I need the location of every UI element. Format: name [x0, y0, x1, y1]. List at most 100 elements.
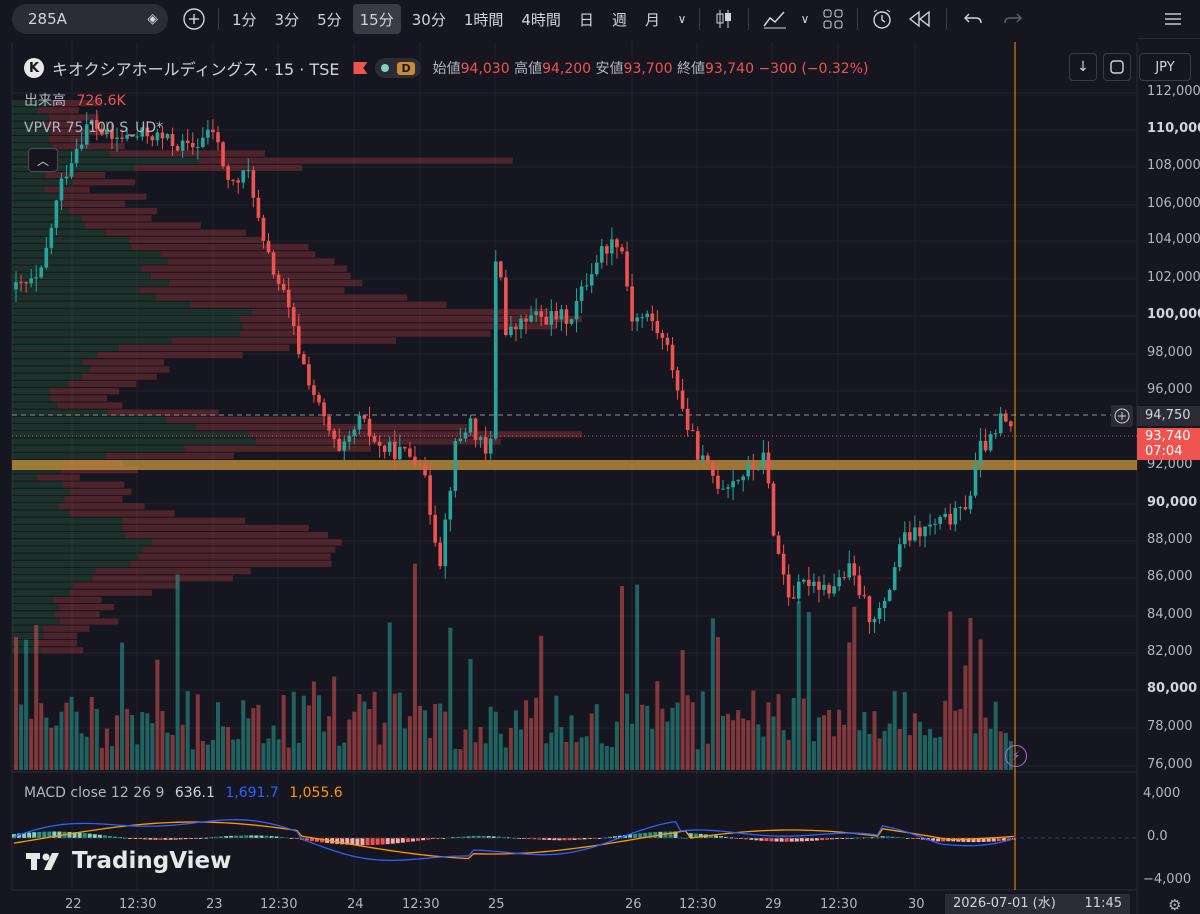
vpvr-down-bar [125, 532, 329, 539]
currency-button[interactable]: JPY [1139, 53, 1191, 81]
vpvr-down-bar [73, 582, 180, 589]
volume-bar [675, 702, 680, 770]
diamond-icon[interactable]: ◈ [147, 11, 158, 27]
volume-bar [655, 681, 660, 770]
timeframe-4[interactable]: 30分 [411, 10, 446, 29]
volume-bar [231, 739, 236, 770]
scroll-to-latest-button[interactable]: ↓ [1069, 53, 1097, 81]
candle-body [786, 574, 791, 598]
layouts-button[interactable] [815, 4, 851, 34]
settings-icon[interactable]: ⚙ [1168, 896, 1182, 914]
volume-bar [397, 692, 402, 770]
status-pill[interactable]: D [375, 58, 421, 78]
volume-bar [221, 726, 226, 770]
vpvr-up-bar [12, 265, 142, 272]
redo-button[interactable] [993, 4, 1033, 34]
timeframe-8[interactable]: 週 [611, 10, 627, 29]
candle-body [281, 283, 286, 290]
macd-histogram-bar [607, 836, 612, 838]
timeframe-0[interactable]: 1分 [232, 10, 257, 29]
macd-histogram-bar [724, 836, 729, 838]
undo-button[interactable] [953, 4, 993, 34]
macd-histogram-bar [779, 838, 784, 842]
macd-histogram-bar [410, 838, 415, 842]
menu-button[interactable] [1158, 4, 1188, 34]
vpvr-down-bar [171, 337, 397, 344]
lightning-icon[interactable]: ⚡ [1005, 745, 1027, 767]
volume-bar [554, 695, 559, 770]
candle-body [317, 394, 321, 403]
volume-bar [412, 563, 417, 770]
volume-bar [160, 710, 165, 770]
macd-histogram-bar [789, 838, 794, 842]
flag-icon[interactable] [353, 62, 368, 74]
volume-bar [837, 709, 842, 770]
macd-histogram-bar [602, 837, 607, 839]
macd-histogram-bar [542, 838, 547, 840]
plus-circle-icon [183, 8, 205, 30]
volume-legend[interactable]: 出来高 726.6K [24, 90, 126, 110]
volume-bar [721, 715, 725, 770]
vpvr-down-bar [61, 467, 139, 474]
candle-body [362, 415, 367, 419]
candle-body [382, 445, 387, 452]
alert-button[interactable] [864, 4, 900, 34]
collapse-legend-button[interactable]: ︿ [28, 148, 58, 172]
candle-type-button[interactable] [706, 4, 742, 34]
vpvr-legend[interactable]: VPVR 75 100 S_UD* [24, 120, 163, 136]
volume-bar [407, 716, 412, 770]
timeframe-dropdown[interactable]: ∨ [677, 12, 687, 26]
volume-bar [589, 713, 594, 770]
timeframe-3[interactable]: 15分 [352, 4, 401, 34]
candle-body [539, 311, 543, 317]
vpvr-down-bar [48, 114, 99, 121]
volume-bar [847, 642, 852, 770]
macd-tick: 4,000 [1143, 786, 1181, 801]
indicators-dropdown[interactable]: ∨ [800, 12, 810, 26]
macd-histogram-bar [133, 838, 138, 839]
price-tick: 82,000 [1147, 644, 1193, 659]
volume-bar [549, 732, 554, 770]
volume-bar [519, 729, 523, 770]
volume-bar [524, 700, 529, 770]
replay-button[interactable] [900, 4, 940, 34]
timeframe-6[interactable]: 4時間 [521, 10, 561, 29]
candle-body [246, 170, 251, 172]
data-badge: D [397, 61, 415, 75]
price-tick: 106,000 [1147, 196, 1200, 211]
time-tick: 30 [908, 897, 925, 912]
timeframe-7[interactable]: 日 [578, 10, 594, 29]
timeframe-9[interactable]: 月 [644, 10, 660, 29]
candle-body [706, 455, 710, 463]
vpvr-down-bar [43, 632, 78, 639]
volume-bar [49, 727, 54, 770]
add-alert-icon[interactable] [1111, 405, 1133, 427]
macd-histogram-bar [673, 831, 678, 838]
symbol-title[interactable]: キオクシアホールディングス · 15 · TSE [52, 60, 340, 79]
candle-body [933, 523, 937, 525]
volume-bar [912, 713, 917, 770]
volume-bar [271, 725, 276, 770]
indicators-button[interactable] [755, 4, 795, 34]
vpvr-down-bar [155, 294, 408, 301]
vpvr-down-bar [64, 496, 123, 503]
vpvr-up-bar [12, 366, 91, 373]
candle-body [231, 179, 235, 181]
timeframe-2[interactable]: 5分 [317, 10, 342, 29]
vpvr-down-bar [81, 215, 152, 222]
fullscreen-button[interactable] [1103, 53, 1131, 81]
candle-body [483, 437, 488, 454]
candle-body [953, 507, 958, 525]
macd-legend[interactable]: MACD close 12 26 9 636.1 1,691.7 1,055.6 [24, 785, 343, 801]
timeframe-5[interactable]: 1時間 [463, 10, 504, 29]
timeframe-1[interactable]: 3分 [274, 10, 300, 29]
macd-tick: 0.0 [1147, 829, 1168, 844]
vpvr-down-bar [53, 596, 102, 603]
symbol-search[interactable]: 285A ◈ [12, 4, 168, 34]
volume-bar [165, 732, 170, 770]
macd-histogram-bar [643, 832, 648, 838]
add-symbol-button[interactable] [176, 4, 212, 34]
macd-histogram-bar [173, 838, 178, 840]
vpvr-down-bar [69, 589, 152, 596]
